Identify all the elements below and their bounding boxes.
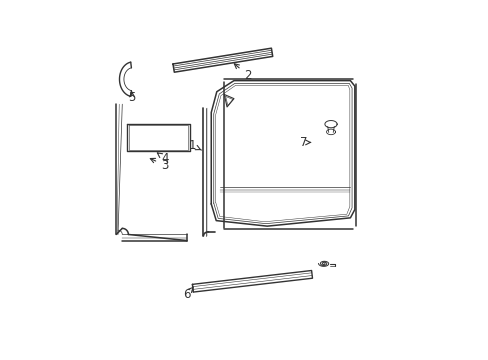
Text: 1: 1: [188, 139, 201, 152]
Text: 7: 7: [299, 136, 310, 149]
Text: 5: 5: [128, 91, 135, 104]
Text: 6: 6: [183, 287, 193, 301]
Text: 4: 4: [157, 152, 168, 165]
Text: 2: 2: [234, 64, 251, 82]
Text: 3: 3: [150, 158, 168, 172]
